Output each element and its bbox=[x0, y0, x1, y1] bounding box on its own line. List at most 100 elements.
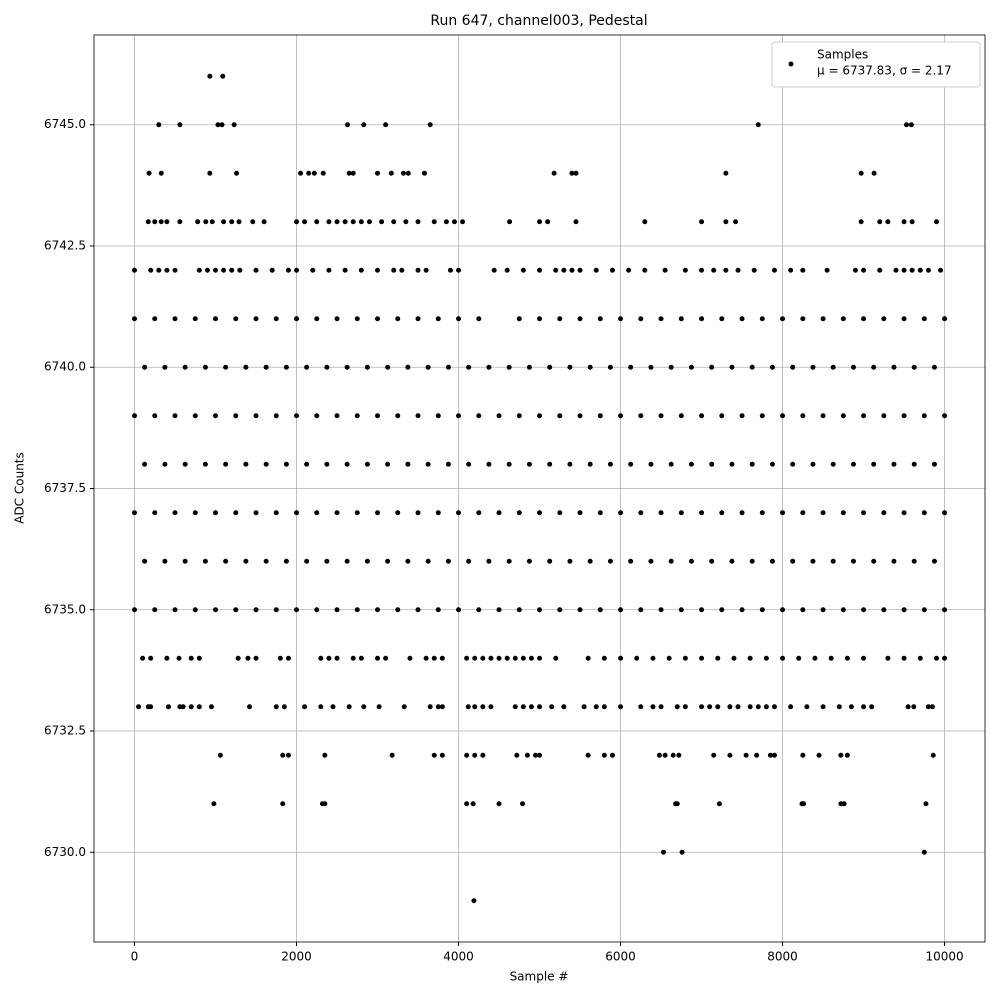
point bbox=[634, 655, 640, 661]
point bbox=[195, 219, 201, 225]
point bbox=[273, 510, 279, 516]
point bbox=[682, 655, 688, 661]
point bbox=[269, 267, 275, 273]
point bbox=[749, 558, 755, 564]
point bbox=[280, 801, 286, 807]
point bbox=[537, 704, 543, 710]
point bbox=[759, 316, 765, 322]
point bbox=[739, 413, 745, 419]
point bbox=[723, 170, 729, 176]
point bbox=[456, 267, 462, 273]
point bbox=[573, 170, 579, 176]
point bbox=[747, 655, 753, 661]
point bbox=[472, 752, 478, 758]
point bbox=[345, 122, 351, 128]
point bbox=[850, 558, 856, 564]
point bbox=[263, 364, 269, 370]
point bbox=[162, 364, 168, 370]
point bbox=[930, 752, 936, 758]
point bbox=[504, 267, 510, 273]
point bbox=[911, 558, 917, 564]
point bbox=[261, 219, 267, 225]
point bbox=[152, 413, 158, 419]
point bbox=[810, 364, 816, 370]
point bbox=[790, 364, 796, 370]
point bbox=[526, 461, 532, 467]
point bbox=[711, 752, 717, 758]
point bbox=[221, 219, 227, 225]
point bbox=[375, 170, 381, 176]
point bbox=[569, 267, 575, 273]
point bbox=[581, 704, 587, 710]
point bbox=[688, 364, 694, 370]
point bbox=[162, 461, 168, 467]
point bbox=[942, 413, 948, 419]
point bbox=[844, 655, 850, 661]
point bbox=[516, 413, 522, 419]
point bbox=[885, 219, 891, 225]
point bbox=[938, 267, 944, 273]
point bbox=[472, 704, 478, 710]
point bbox=[399, 267, 405, 273]
point bbox=[471, 898, 477, 904]
point bbox=[674, 704, 680, 710]
point bbox=[733, 219, 739, 225]
point bbox=[780, 413, 786, 419]
legend-label: Samples bbox=[817, 48, 868, 62]
point bbox=[628, 364, 634, 370]
point bbox=[342, 267, 348, 273]
point bbox=[376, 704, 382, 710]
point bbox=[435, 413, 441, 419]
point bbox=[628, 461, 634, 467]
point bbox=[577, 267, 583, 273]
point bbox=[668, 461, 674, 467]
point bbox=[152, 510, 158, 516]
point bbox=[747, 704, 753, 710]
point bbox=[465, 704, 471, 710]
point bbox=[754, 752, 760, 758]
point bbox=[607, 461, 613, 467]
point bbox=[172, 267, 178, 273]
point bbox=[537, 413, 543, 419]
point bbox=[204, 267, 210, 273]
point bbox=[220, 73, 226, 79]
point bbox=[324, 558, 330, 564]
point bbox=[304, 461, 310, 467]
point bbox=[658, 607, 664, 613]
point bbox=[871, 558, 877, 564]
point bbox=[456, 316, 462, 322]
point bbox=[921, 849, 927, 855]
point bbox=[314, 510, 320, 516]
point bbox=[152, 316, 158, 322]
point bbox=[820, 413, 826, 419]
point bbox=[314, 219, 320, 225]
point bbox=[177, 122, 183, 128]
point bbox=[528, 704, 534, 710]
point bbox=[243, 461, 249, 467]
point bbox=[431, 752, 437, 758]
point bbox=[364, 558, 370, 564]
point bbox=[273, 704, 279, 710]
point bbox=[364, 364, 370, 370]
point bbox=[285, 267, 291, 273]
point bbox=[929, 704, 935, 710]
x-tick-label: 2000 bbox=[281, 950, 312, 964]
point bbox=[618, 607, 624, 613]
point bbox=[526, 558, 532, 564]
point bbox=[678, 316, 684, 322]
point bbox=[375, 267, 381, 273]
point bbox=[326, 267, 332, 273]
point bbox=[731, 655, 737, 661]
point bbox=[931, 558, 937, 564]
point bbox=[861, 413, 867, 419]
point bbox=[281, 704, 287, 710]
point bbox=[451, 219, 457, 225]
point bbox=[476, 413, 482, 419]
point bbox=[176, 655, 182, 661]
point bbox=[196, 704, 202, 710]
point bbox=[235, 655, 241, 661]
x-tick-label: 4000 bbox=[443, 950, 474, 964]
point bbox=[466, 364, 472, 370]
point bbox=[861, 704, 867, 710]
point bbox=[638, 510, 644, 516]
